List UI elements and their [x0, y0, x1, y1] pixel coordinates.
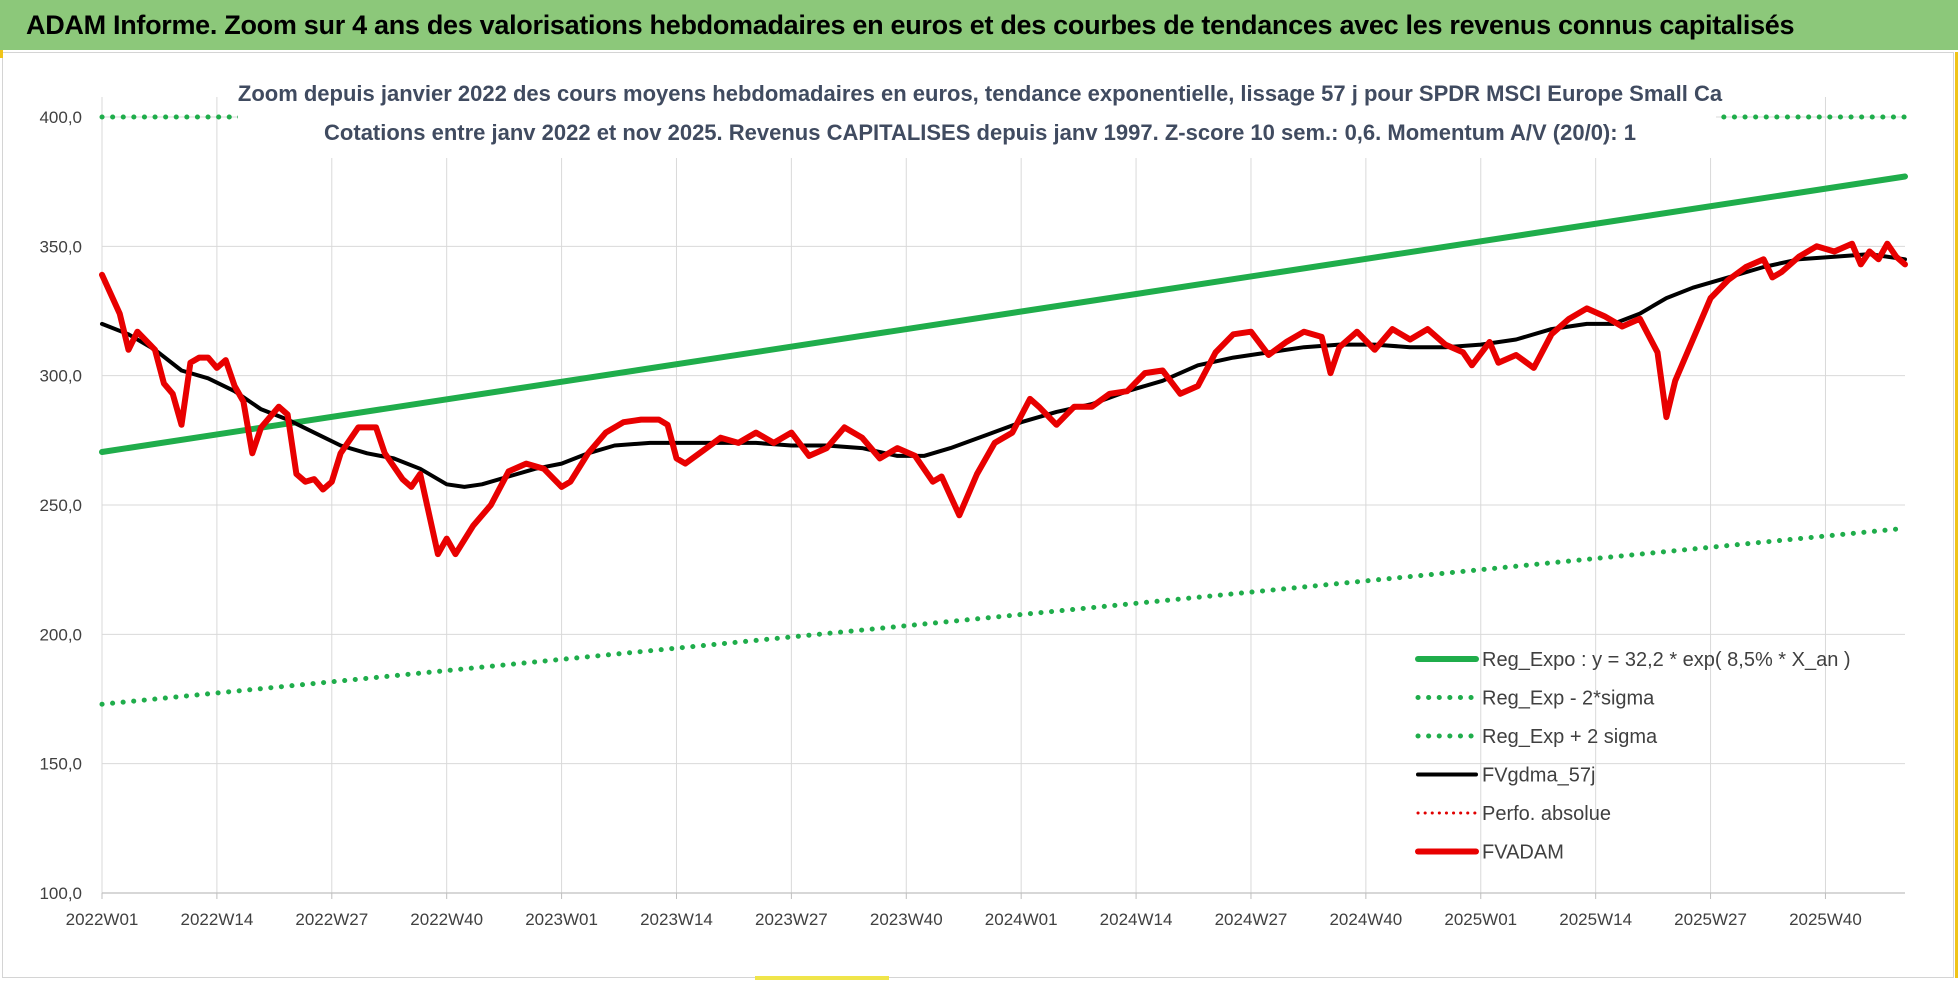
x-tick-label: 2024W14 [1100, 910, 1173, 929]
x-tick-label: 2024W01 [985, 910, 1058, 929]
x-tick-label: 2022W27 [295, 910, 368, 929]
x-tick-label: 2022W01 [66, 910, 139, 929]
x-tick-label: 2025W14 [1559, 910, 1632, 929]
chart-frame [2, 52, 1954, 978]
y-tick-label: 400,0 [39, 108, 82, 127]
title-background [238, 74, 1716, 158]
legend-label-reg-exp-2-sigma: Reg_Exp + 2 sigma [1482, 726, 1658, 748]
y-tick-label: 150,0 [39, 755, 82, 774]
x-tick-label: 2023W40 [870, 910, 943, 929]
series-line-fvadam [99, 240, 1908, 558]
y-tick-label: 200,0 [39, 625, 82, 644]
chart-title: Zoom depuis janvier 2022 des cours moyen… [238, 81, 1723, 106]
x-tick-label: 2022W14 [181, 910, 254, 929]
legend-label-reg-expo-y-32-2-exp-8-5-x-an: Reg_Expo : y = 32,2 * exp( 8,5% * X_an ) [1482, 649, 1851, 671]
legend-label-fvadam: FVADAM [1482, 842, 1564, 864]
x-tick-label: 2023W01 [525, 910, 598, 929]
legend-label-perfo-absolue: Perfo. absolue [1482, 803, 1611, 825]
y-tick-label: 250,0 [39, 496, 82, 515]
selection-edge-left [0, 50, 3, 58]
y-tick-label: 100,0 [39, 884, 82, 903]
y-tick-label: 300,0 [39, 367, 82, 386]
chart-subtitle: Cotations entre janv 2022 et nov 2025. R… [324, 120, 1636, 145]
x-tick-label: 2022W40 [410, 910, 483, 929]
x-tick-label: 2025W01 [1444, 910, 1517, 929]
series-line-reg-expo-y-32-2-exp-8-5-x-an [99, 173, 1908, 455]
series-line-reg-exp-2-sigma [99, 525, 1908, 707]
report-title: ADAM Informe. Zoom sur 4 ans des valoris… [26, 9, 1795, 40]
report-banner: ADAM Informe. Zoom sur 4 ans des valoris… [0, 0, 1958, 50]
x-tick-label: 2023W14 [640, 910, 713, 929]
y-tick-label: 350,0 [39, 237, 82, 256]
x-tick-label: 2024W27 [1215, 910, 1288, 929]
selection-handle-bottom[interactable] [755, 976, 889, 980]
legend-label-reg-exp-2-sigma: Reg_Exp - 2*sigma [1482, 688, 1655, 710]
series-line-fvgdma-57j [100, 252, 1907, 489]
x-tick-label: 2025W27 [1674, 910, 1747, 929]
x-tick-label: 2024W40 [1329, 910, 1402, 929]
x-tick-label: 2023W27 [755, 910, 828, 929]
selection-edge-right [1955, 52, 1958, 978]
x-tick-label: 2025W40 [1789, 910, 1862, 929]
legend-label-fvgdma-57j: FVgdma_57j [1482, 765, 1595, 787]
